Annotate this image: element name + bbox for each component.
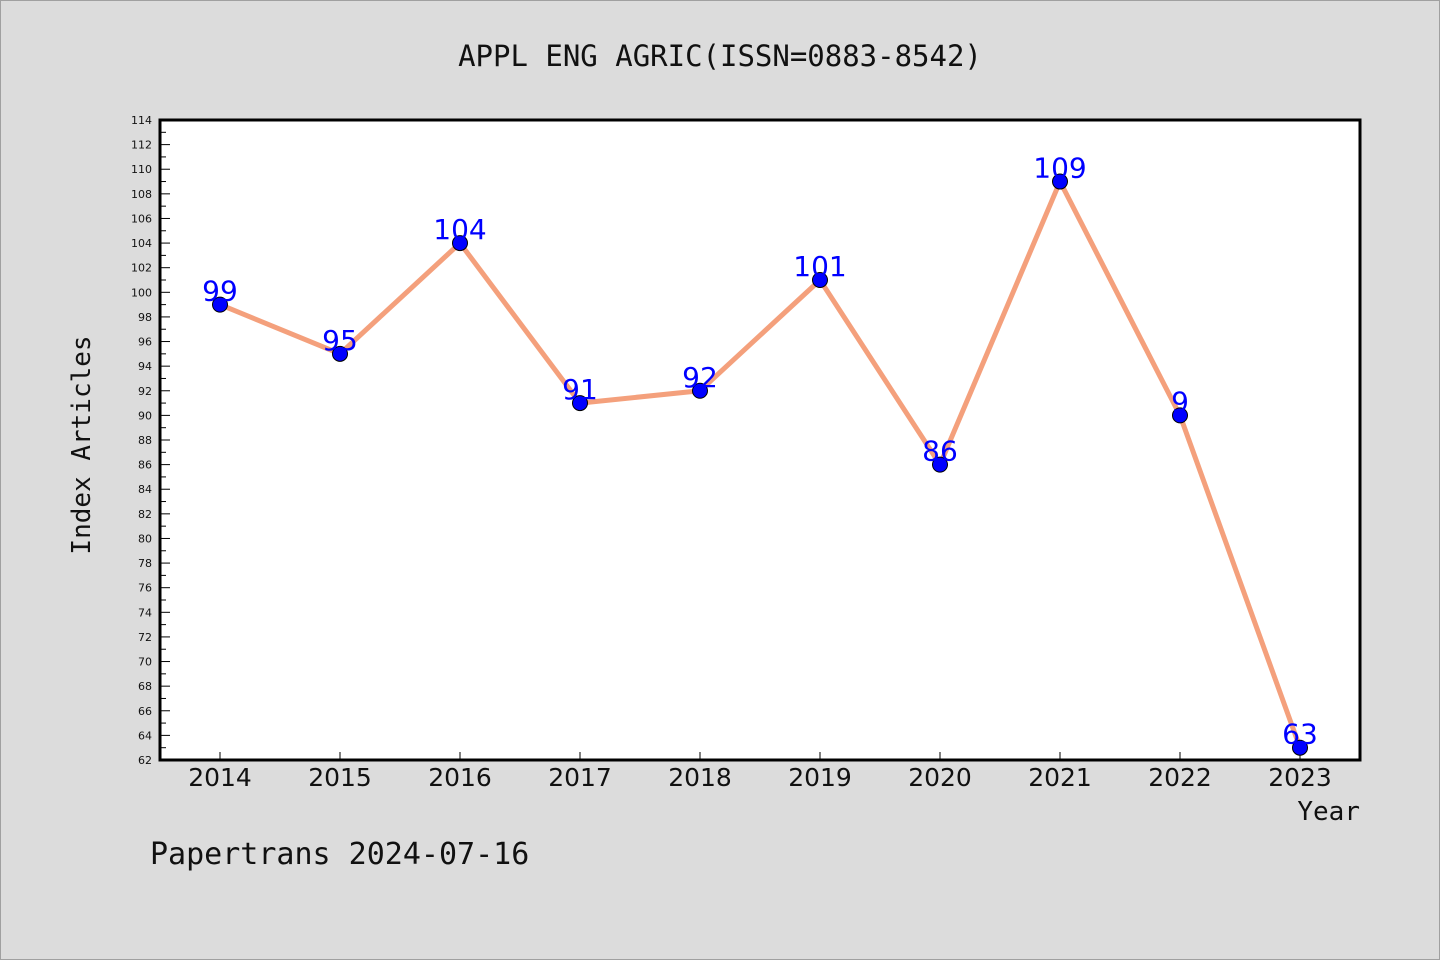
data-point (1292, 739, 1308, 756)
y-tick-label: 76 (138, 582, 152, 595)
data-point (812, 272, 828, 288)
y-tick-label: 110 (131, 163, 152, 176)
y-tick-label: 64 (138, 729, 152, 742)
y-tick-label: 102 (131, 262, 152, 275)
y-tick-label: 98 (138, 311, 152, 324)
data-point (1172, 407, 1188, 424)
data-point (452, 235, 468, 252)
y-tick-label: 94 (138, 360, 152, 373)
footer-credit: Papertrans 2024-07-16 (150, 837, 529, 872)
x-axis-label: Year (1297, 797, 1360, 827)
x-axis: 2014 2015 2016 2017 2018 2019 2020 2021 2022 2023 (188, 752, 1332, 792)
y-tick-label: 68 (138, 680, 152, 693)
x-tick-label: 2015 (308, 763, 372, 792)
y-tick-label: 100 (131, 286, 152, 299)
data-point (932, 456, 948, 473)
y-tick-label: 114 (131, 114, 152, 127)
y-tick-label: 78 (138, 557, 152, 570)
y-tick-label: 86 (138, 459, 152, 472)
data-label: 101 (793, 250, 846, 283)
x-tick-label: 2021 (1028, 763, 1092, 792)
data-point (572, 395, 588, 412)
data-label: 95 (322, 324, 358, 357)
y-tick-label: 112 (131, 139, 152, 152)
y-tick-label: 62 (138, 754, 152, 767)
data-label: 91 (562, 373, 598, 406)
data-point (692, 382, 708, 399)
x-tick-label: 2014 (188, 763, 252, 792)
data-point (332, 345, 348, 362)
y-tick-label: 108 (131, 188, 152, 201)
y-axis-label: Index Articles (67, 335, 97, 554)
data-label: 104 (433, 213, 486, 246)
data-label: 99 (202, 275, 238, 308)
plot-area (158, 118, 1362, 762)
data-label: 86 (922, 435, 958, 468)
data-label: 63 (1282, 718, 1318, 751)
y-tick-label: 106 (131, 212, 152, 225)
y-tick-label: 80 (138, 532, 152, 545)
data-label: 9 (1171, 385, 1189, 418)
y-axis: 62 64 66 68 70 72 74 76 78 80 82 84 86 88 90 92 94 96 98 10… (131, 114, 170, 767)
y-tick-label: 82 (138, 508, 152, 521)
x-tick-label: 2023 (1268, 763, 1332, 792)
x-tick-label: 2022 (1148, 763, 1212, 792)
series-line (217, 179, 1303, 751)
chart-title: APPL ENG AGRIC(ISSN=0883-8542) (458, 39, 982, 73)
data-label: 92 (682, 361, 718, 394)
x-tick-label: 2016 (428, 763, 492, 792)
y-tick-label: 72 (138, 631, 152, 644)
x-tick-label: 2018 (668, 763, 732, 792)
series-layer: 99 95 104 91 92 101 86 109 9 63 (202, 152, 1318, 756)
y-tick-label: 104 (131, 237, 152, 250)
data-label: 109 (1033, 152, 1086, 185)
y-tick-label: 70 (138, 656, 152, 669)
y-tick-label: 92 (138, 385, 152, 398)
y-tick-label: 96 (138, 336, 152, 349)
data-point (1052, 173, 1068, 190)
data-point (212, 296, 228, 313)
y-tick-label: 88 (138, 434, 152, 447)
x-tick-label: 2020 (908, 763, 972, 792)
x-tick-label: 2017 (548, 763, 612, 792)
x-tick-label: 2019 (788, 763, 852, 792)
y-tick-label: 84 (138, 483, 152, 496)
y-tick-label: 90 (138, 409, 152, 422)
y-tick-label: 66 (138, 705, 152, 718)
y-tick-label: 74 (138, 606, 152, 619)
